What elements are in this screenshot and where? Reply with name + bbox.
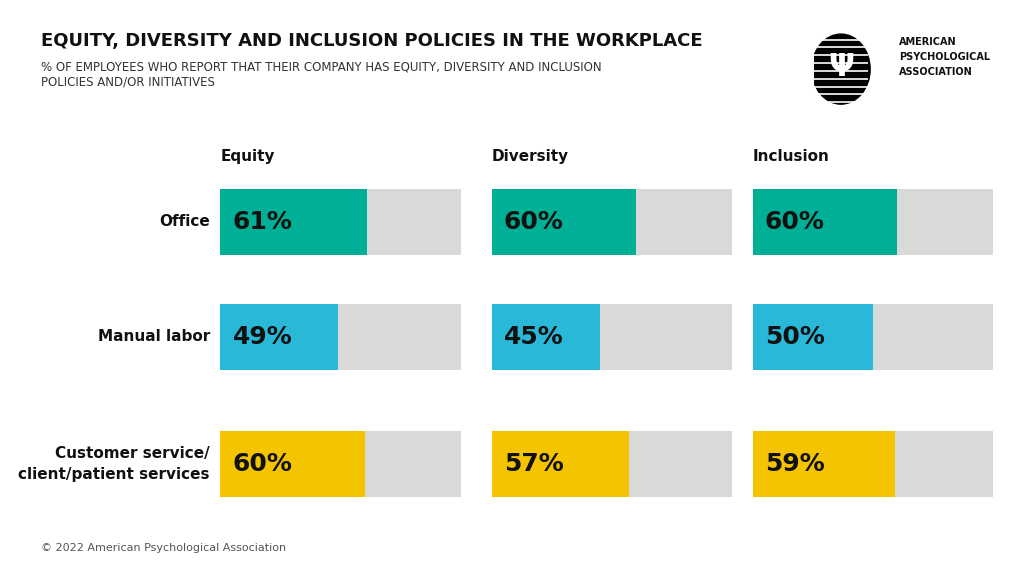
- Text: EQUITY, DIVERSITY AND INCLUSION POLICIES IN THE WORKPLACE: EQUITY, DIVERSITY AND INCLUSION POLICIES…: [41, 32, 702, 50]
- Text: AMERICAN
PSYCHOLOGICAL
ASSOCIATION: AMERICAN PSYCHOLOGICAL ASSOCIATION: [899, 37, 990, 77]
- Circle shape: [812, 34, 870, 104]
- Text: © 2022 American Psychological Association: © 2022 American Psychological Associatio…: [41, 543, 286, 553]
- Text: Ψ: Ψ: [828, 53, 854, 82]
- Text: % OF EMPLOYEES WHO REPORT THAT THEIR COMPANY HAS EQUITY, DIVERSITY AND INCLUSION: % OF EMPLOYEES WHO REPORT THAT THEIR COM…: [41, 60, 601, 89]
- Text: Manual labor: Manual labor: [97, 329, 210, 344]
- Text: 50%: 50%: [765, 325, 824, 349]
- Text: 45%: 45%: [504, 325, 563, 349]
- Text: Inclusion: Inclusion: [753, 149, 829, 164]
- Text: 59%: 59%: [765, 452, 824, 476]
- Text: 61%: 61%: [232, 210, 292, 234]
- Text: Diversity: Diversity: [492, 149, 568, 164]
- Text: 60%: 60%: [232, 452, 292, 476]
- Text: 57%: 57%: [504, 452, 563, 476]
- Text: 60%: 60%: [765, 210, 824, 234]
- Text: Equity: Equity: [220, 149, 274, 164]
- Text: Office: Office: [159, 214, 210, 229]
- Text: Customer service/
client/patient services: Customer service/ client/patient service…: [18, 446, 210, 482]
- Text: 49%: 49%: [232, 325, 292, 349]
- Text: 60%: 60%: [504, 210, 563, 234]
